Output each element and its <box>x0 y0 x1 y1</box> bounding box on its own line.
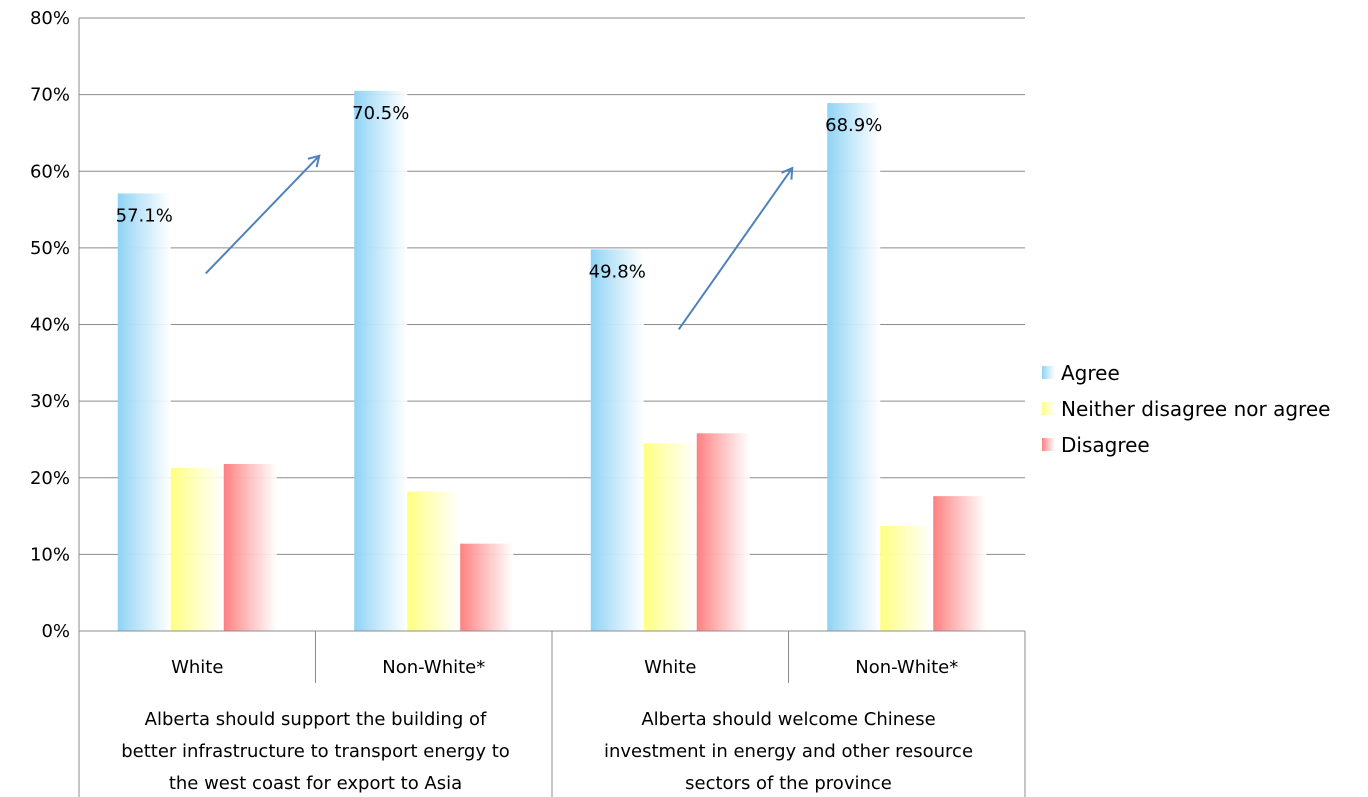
data-label: 68.9% <box>825 115 882 136</box>
x-tick-label: Non-White* <box>382 657 485 678</box>
legend-label: Neither disagree nor agree <box>1061 397 1330 421</box>
legend-label: Disagree <box>1061 433 1150 457</box>
x-tick-label: Non-White* <box>855 657 958 678</box>
y-tick-label: 0% <box>41 621 70 642</box>
data-label: 49.8% <box>589 261 646 282</box>
bar-neither-disagree-nor-agree-3 <box>880 526 934 631</box>
bar-disagree-1 <box>460 543 514 631</box>
y-tick-label: 30% <box>30 391 70 412</box>
y-tick-label: 40% <box>30 315 70 336</box>
group-label: Alberta should welcome Chinese <box>641 709 935 730</box>
bar-neither-disagree-nor-agree-2 <box>643 443 697 631</box>
group-label: the west coast for export to Asia <box>169 773 462 794</box>
y-tick-label: 80% <box>30 8 70 29</box>
group-label: Alberta should support the building of <box>145 709 487 730</box>
y-tick-label: 20% <box>30 468 70 489</box>
y-tick-label: 70% <box>30 85 70 106</box>
bar-agree-1 <box>354 90 408 631</box>
trend-arrow <box>677 166 794 330</box>
y-tick-label: 10% <box>30 544 70 565</box>
bar-agree-2 <box>590 249 644 631</box>
legend-swatch-0 <box>1042 366 1055 379</box>
bar-neither-disagree-nor-agree-1 <box>407 491 461 631</box>
data-label: 57.1% <box>116 205 173 226</box>
bar-neither-disagree-nor-agree-0 <box>170 467 224 631</box>
y-tick-label: 50% <box>30 238 70 259</box>
data-label: 70.5% <box>352 103 409 124</box>
group-label: investment in energy and other resource <box>604 741 973 762</box>
bar-disagree-2 <box>696 433 750 631</box>
bar-disagree-0 <box>223 463 277 631</box>
y-tick-label: 60% <box>30 161 70 182</box>
legend-swatch-2 <box>1042 438 1055 451</box>
x-tick-label: White <box>644 657 696 678</box>
bar-agree-0 <box>117 193 171 631</box>
legend-swatch-1 <box>1042 402 1055 415</box>
trend-arrow <box>205 154 321 275</box>
group-label: sectors of the province <box>685 773 892 794</box>
bar-disagree-3 <box>933 496 987 631</box>
group-label: better infrastructure to transport energ… <box>121 741 510 762</box>
x-tick-label: White <box>171 657 223 678</box>
legend-label: Agree <box>1061 361 1120 385</box>
bar-agree-3 <box>827 103 881 631</box>
